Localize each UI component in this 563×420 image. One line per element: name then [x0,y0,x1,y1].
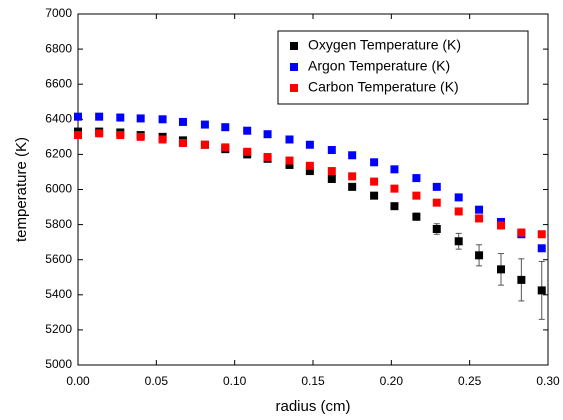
point [74,112,82,121]
point [454,237,463,246]
point [390,202,399,211]
x-tick-label: 0.25 [458,374,482,388]
point [263,153,272,162]
point [390,184,399,193]
y-tick-label: 6400 [45,111,72,125]
point [116,113,125,122]
point [412,191,421,200]
point [95,129,104,138]
x-tick-label: 0.15 [301,374,325,388]
x-tick-label: 0.20 [380,374,404,388]
point [285,135,294,144]
point [305,161,314,170]
x-tick-label: 0.00 [66,374,90,388]
point [537,230,546,239]
point [158,115,167,124]
point [136,132,145,141]
point [221,123,230,132]
point [497,221,505,230]
point [200,120,209,129]
point [454,207,463,216]
x-axis-label: radius (cm) [275,398,350,415]
y-tick-label: 6600 [45,76,72,90]
point [412,174,421,183]
legend-label: Oxygen Temperature (K) [308,37,461,53]
legend-marker [290,84,298,92]
point [432,182,441,191]
y-tick-label: 6800 [45,41,72,55]
point [517,228,526,237]
point [305,167,314,176]
legend-box [277,30,529,105]
y-tick-label: 5000 [45,357,72,371]
point [178,138,187,147]
point [158,135,167,144]
point [178,117,187,126]
legend-label: Argon Temperature (K) [308,58,450,74]
point [221,143,230,152]
point [327,146,336,155]
point [475,214,484,223]
x-tick-label: 0.05 [145,374,169,388]
y-tick-label: 7000 [45,6,72,20]
point [327,174,336,183]
point [136,114,145,123]
point [412,212,421,221]
point [327,167,336,176]
point [370,158,379,167]
point [432,224,441,233]
point [285,160,294,169]
point [263,130,272,139]
y-axis-label: temperature (K) [13,137,30,242]
point [243,147,252,156]
point [475,205,484,214]
point [370,177,379,186]
point [348,172,357,181]
legend-label: Carbon Temperature (K) [308,79,459,95]
point [537,286,546,295]
point [454,193,463,202]
point [305,140,314,149]
point [537,244,546,253]
legend-marker [290,63,298,71]
point [390,165,399,174]
point [348,182,357,191]
y-tick-label: 5800 [45,217,72,231]
y-tick-label: 5200 [45,322,72,336]
point [348,151,357,160]
point [116,131,125,140]
point [497,265,505,274]
point [475,251,484,260]
point [370,191,379,200]
y-tick-label: 5400 [45,287,72,301]
point [200,140,209,149]
point [74,131,82,140]
y-tick-label: 6000 [45,182,72,196]
y-tick-label: 6200 [45,147,72,161]
y-tick-label: 5600 [45,252,72,266]
x-tick-label: 0.30 [536,374,560,388]
x-tick-label: 0.10 [223,374,247,388]
point [517,275,526,284]
legend-marker [290,42,298,50]
point [432,198,441,207]
point [243,126,252,135]
point [95,112,104,121]
point [285,156,294,165]
